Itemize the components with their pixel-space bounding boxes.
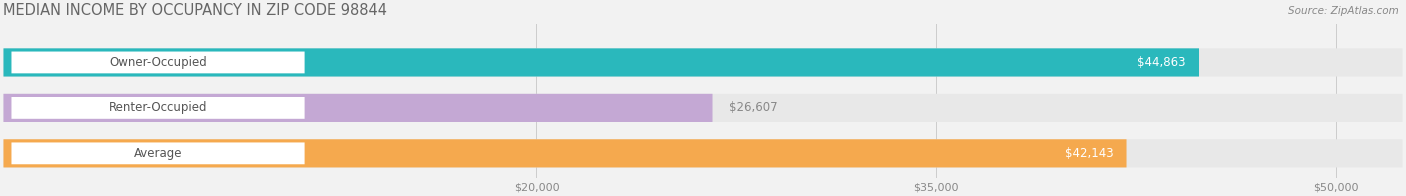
FancyBboxPatch shape [3, 48, 1199, 76]
Text: $26,607: $26,607 [728, 101, 778, 114]
FancyBboxPatch shape [3, 48, 1403, 76]
Text: Source: ZipAtlas.com: Source: ZipAtlas.com [1288, 6, 1399, 16]
FancyBboxPatch shape [3, 139, 1403, 167]
Text: Renter-Occupied: Renter-Occupied [108, 101, 207, 114]
Text: Owner-Occupied: Owner-Occupied [110, 56, 207, 69]
Text: MEDIAN INCOME BY OCCUPANCY IN ZIP CODE 98844: MEDIAN INCOME BY OCCUPANCY IN ZIP CODE 9… [3, 4, 388, 18]
FancyBboxPatch shape [3, 139, 1126, 167]
FancyBboxPatch shape [11, 52, 305, 73]
Text: $44,863: $44,863 [1137, 56, 1185, 69]
FancyBboxPatch shape [3, 94, 713, 122]
Text: $42,143: $42,143 [1064, 147, 1114, 160]
Text: Average: Average [134, 147, 183, 160]
FancyBboxPatch shape [11, 97, 305, 119]
FancyBboxPatch shape [3, 94, 1403, 122]
FancyBboxPatch shape [11, 142, 305, 164]
